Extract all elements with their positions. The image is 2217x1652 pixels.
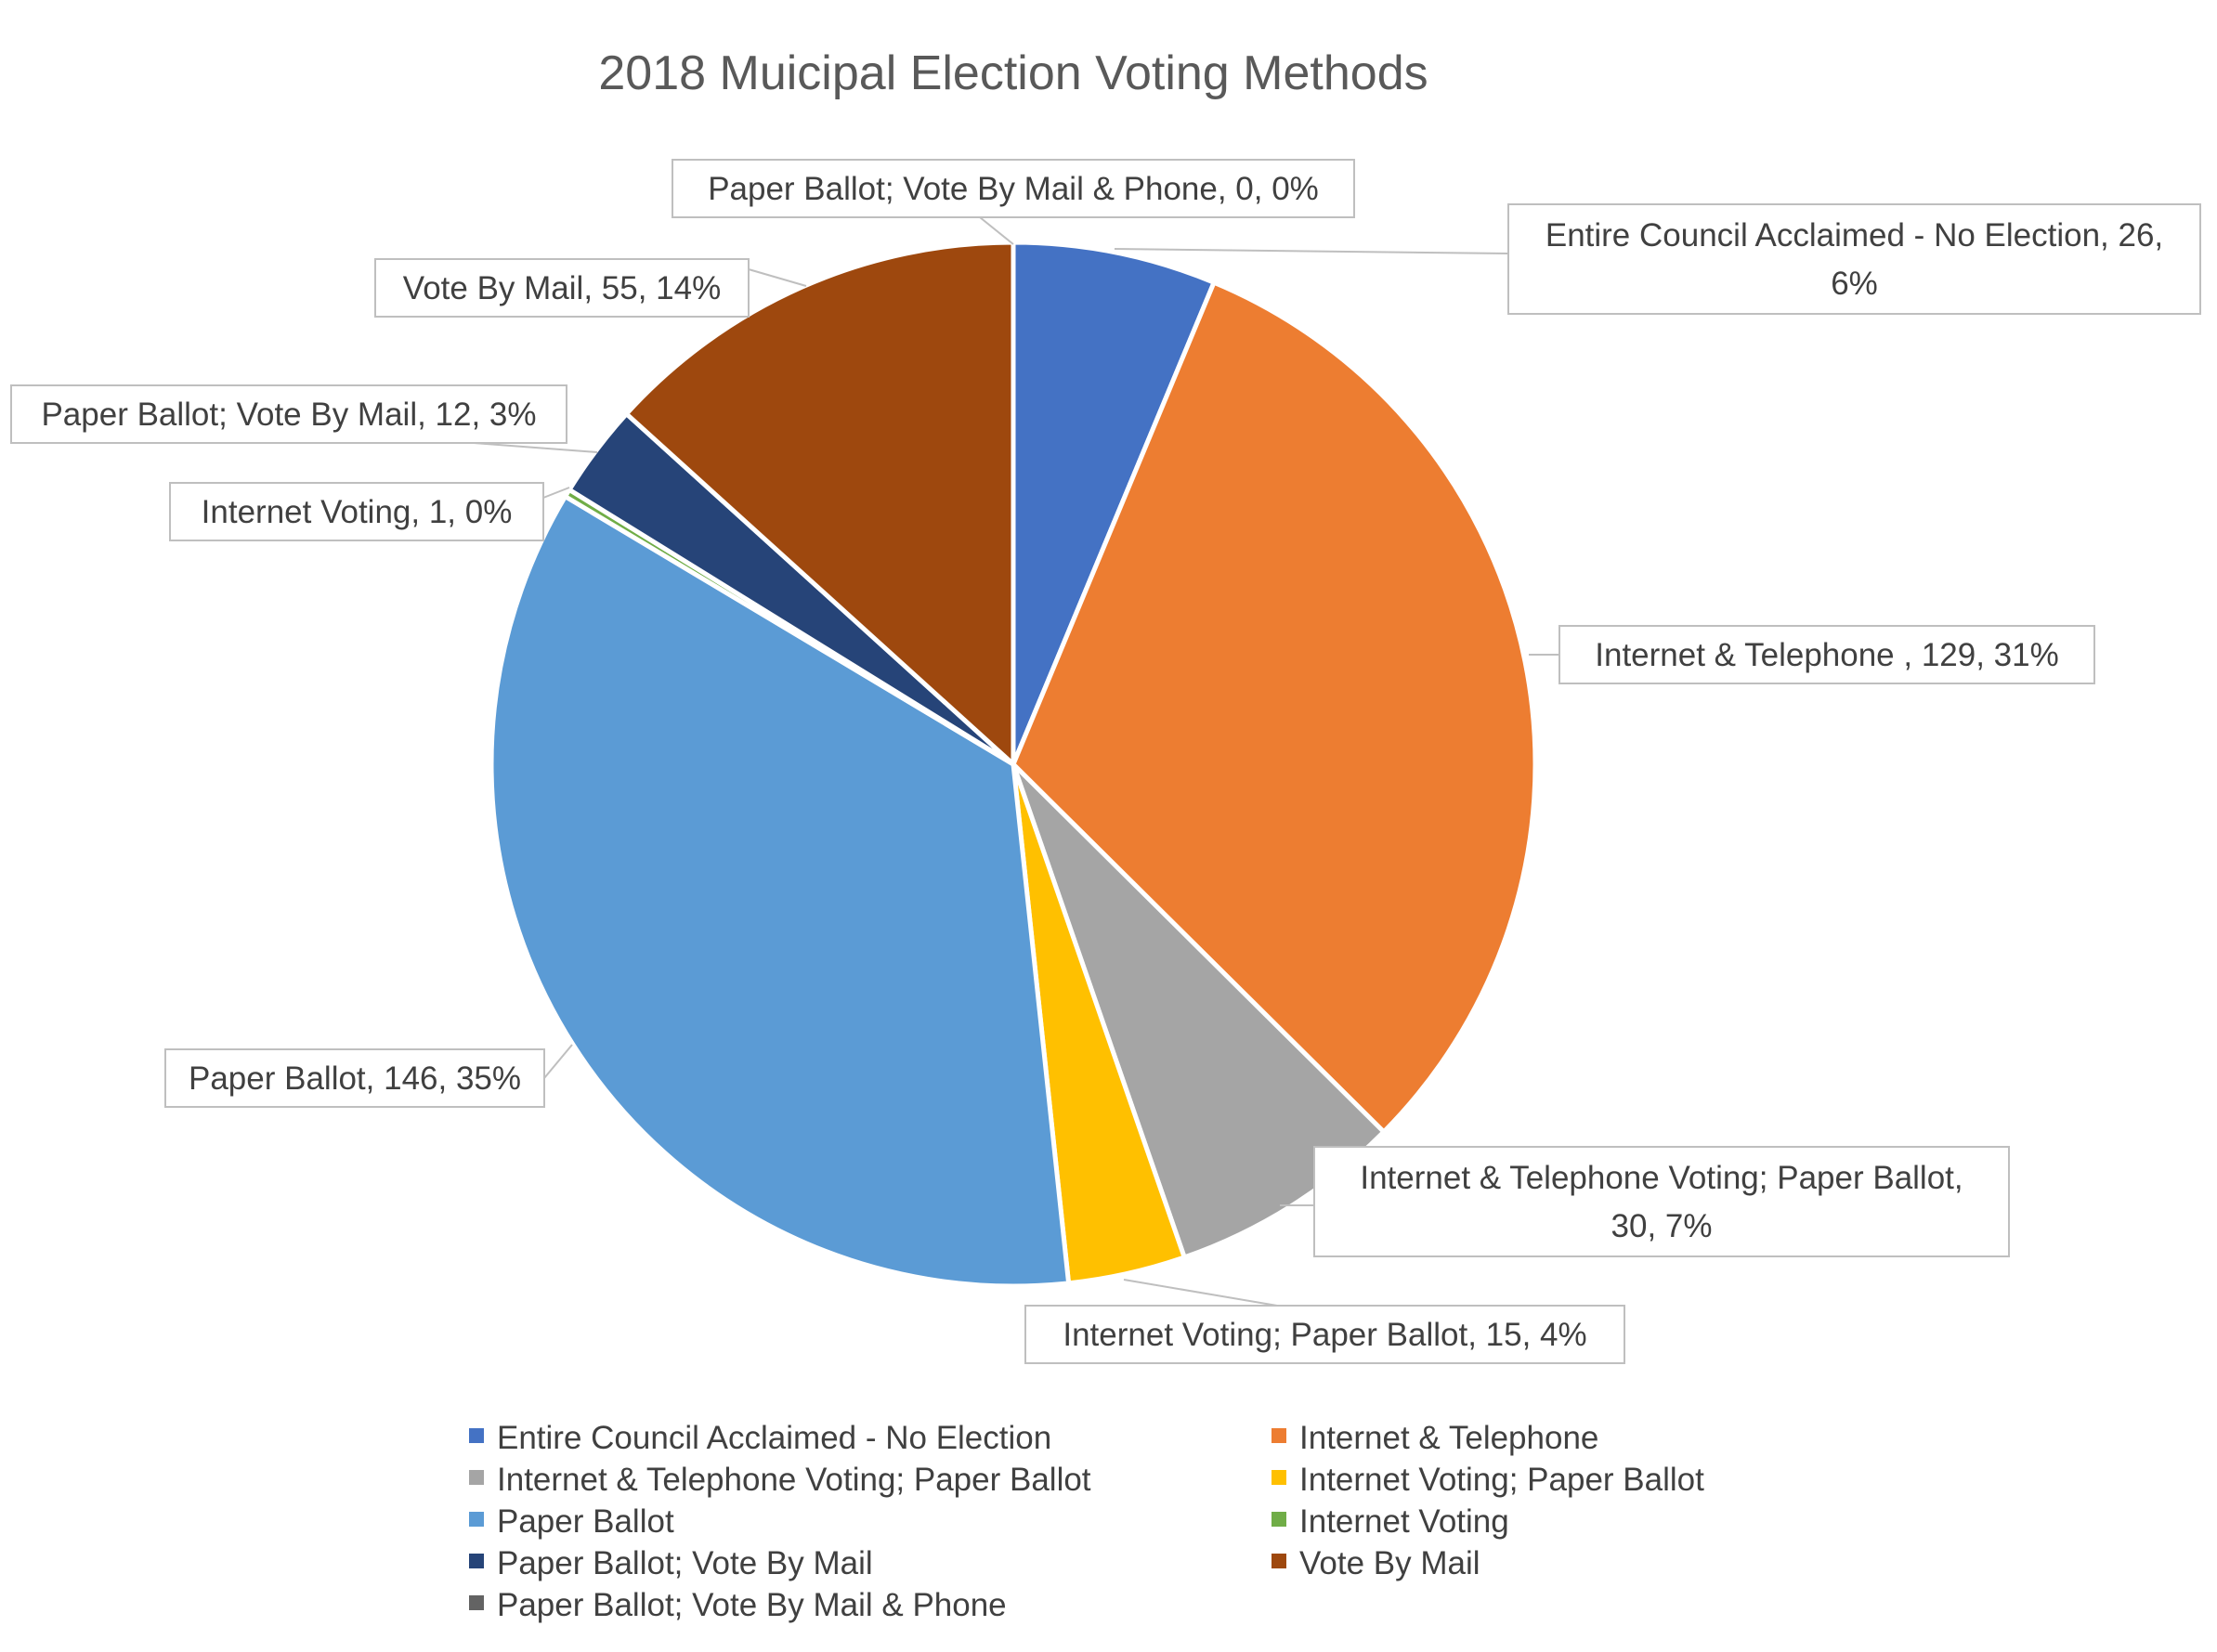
data-label-paper-ballot-vote-by-mail: Paper Ballot; Vote By Mail, 12, 3% bbox=[41, 397, 536, 433]
legend-swatch-internet-telephone-voting-paper-ballot bbox=[469, 1470, 484, 1485]
pie-slices bbox=[489, 240, 1538, 1289]
legend-swatch-vote-by-mail bbox=[1272, 1554, 1286, 1568]
data-label-paper-ballot: Paper Ballot, 146, 35% bbox=[189, 1060, 521, 1097]
legend-label-internet-telephone-voting-paper-ballot: Internet & Telephone Voting; Paper Ballo… bbox=[497, 1462, 1091, 1498]
data-label-internet-telephone-voting-paper-ballot-line-2: 30, 7% bbox=[1611, 1208, 1713, 1244]
leader-line-paper-ballot bbox=[543, 1044, 573, 1079]
legend-label-internet-telephone: Internet & Telephone bbox=[1299, 1420, 1598, 1456]
legend-swatch-internet-telephone bbox=[1272, 1428, 1286, 1443]
slice-entire-council-acclaimed-no-election[interactable] bbox=[1011, 240, 1217, 767]
data-label-vote-by-mail: Vote By Mail, 55, 14% bbox=[403, 270, 721, 306]
data-label-entire-council-acclaimed-no-election-line-2: 6% bbox=[1831, 266, 1878, 302]
leader-line-entire-council-acclaimed-no-election bbox=[1114, 248, 1509, 254]
data-label-box-entire-council-acclaimed-no-election bbox=[1507, 203, 2201, 315]
data-label-box-paper-ballot bbox=[164, 1048, 545, 1108]
legend-swatch-paper-ballot-vote-by-mail-phone bbox=[469, 1595, 484, 1610]
data-label-box-internet-voting bbox=[169, 482, 544, 541]
leader-line-internet-voting-paper-ballot bbox=[1123, 1279, 1278, 1307]
legend-label-internet-voting: Internet Voting bbox=[1299, 1503, 1509, 1540]
leader-line-paper-ballot-vote-by-mail-phone bbox=[979, 216, 1014, 245]
legend-label-paper-ballot-vote-by-mail-phone: Paper Ballot; Vote By Mail & Phone bbox=[497, 1587, 1007, 1623]
data-label-box-paper-ballot-vote-by-mail-phone bbox=[672, 159, 1355, 218]
data-label-internet-voting: Internet Voting, 1, 0% bbox=[202, 494, 513, 530]
data-label-internet-telephone-voting-paper-ballot-line-1: Internet & Telephone Voting; Paper Ballo… bbox=[1360, 1160, 1963, 1196]
legend-swatch-paper-ballot bbox=[469, 1512, 484, 1527]
legend-label-paper-ballot-vote-by-mail: Paper Ballot; Vote By Mail bbox=[497, 1545, 873, 1581]
legend-label-entire-council-acclaimed-no-election: Entire Council Acclaimed - No Election bbox=[497, 1420, 1051, 1456]
legend-swatch-paper-ballot-vote-by-mail bbox=[469, 1554, 484, 1568]
slice-internet-telephone[interactable] bbox=[1011, 280, 1538, 1135]
data-label-box-paper-ballot-vote-by-mail bbox=[10, 384, 567, 444]
legend-label-internet-voting-paper-ballot: Internet Voting; Paper Ballot bbox=[1299, 1462, 1704, 1498]
legend-label-vote-by-mail: Vote By Mail bbox=[1299, 1545, 1480, 1581]
leader-line-vote-by-mail bbox=[748, 268, 807, 287]
leader-line-internet-voting bbox=[542, 487, 570, 499]
leader-line-internet-telephone-voting-paper-ballot bbox=[1280, 1204, 1315, 1255]
data-label-box-internet-telephone bbox=[1558, 625, 2095, 684]
slice-paper-ballot[interactable] bbox=[489, 494, 1072, 1289]
legend: Entire Council Acclaimed - No Election In… bbox=[469, 1420, 1704, 1623]
legend-swatch-entire-council-acclaimed-no-election bbox=[469, 1428, 484, 1443]
legend-label-paper-ballot: Paper Ballot bbox=[497, 1503, 674, 1540]
leader-line-paper-ballot-vote-by-mail bbox=[473, 442, 598, 453]
data-labels: Entire Council Acclaimed - No Election, … bbox=[10, 159, 2201, 1364]
data-label-box-vote-by-mail bbox=[374, 258, 750, 318]
legend-swatch-internet-voting-paper-ballot bbox=[1272, 1470, 1286, 1485]
data-label-box-internet-telephone-voting-paper-ballot bbox=[1313, 1146, 2010, 1257]
data-label-box-internet-voting-paper-ballot bbox=[1024, 1305, 1625, 1364]
data-label-paper-ballot-vote-by-mail-phone: Paper Ballot; Vote By Mail & Phone, 0, 0… bbox=[708, 171, 1319, 207]
data-label-entire-council-acclaimed-no-election-line-1: Entire Council Acclaimed - No Election, … bbox=[1545, 217, 2163, 254]
slice-vote-by-mail[interactable] bbox=[623, 240, 1016, 767]
data-label-internet-voting-paper-ballot: Internet Voting; Paper Ballot, 15, 4% bbox=[1063, 1317, 1586, 1353]
data-label-internet-telephone: Internet & Telephone , 129, 31% bbox=[1595, 637, 2058, 673]
chart-title: 2018 Muicipal Election Voting Methods bbox=[598, 46, 1428, 100]
legend-swatch-internet-voting bbox=[1272, 1512, 1286, 1527]
